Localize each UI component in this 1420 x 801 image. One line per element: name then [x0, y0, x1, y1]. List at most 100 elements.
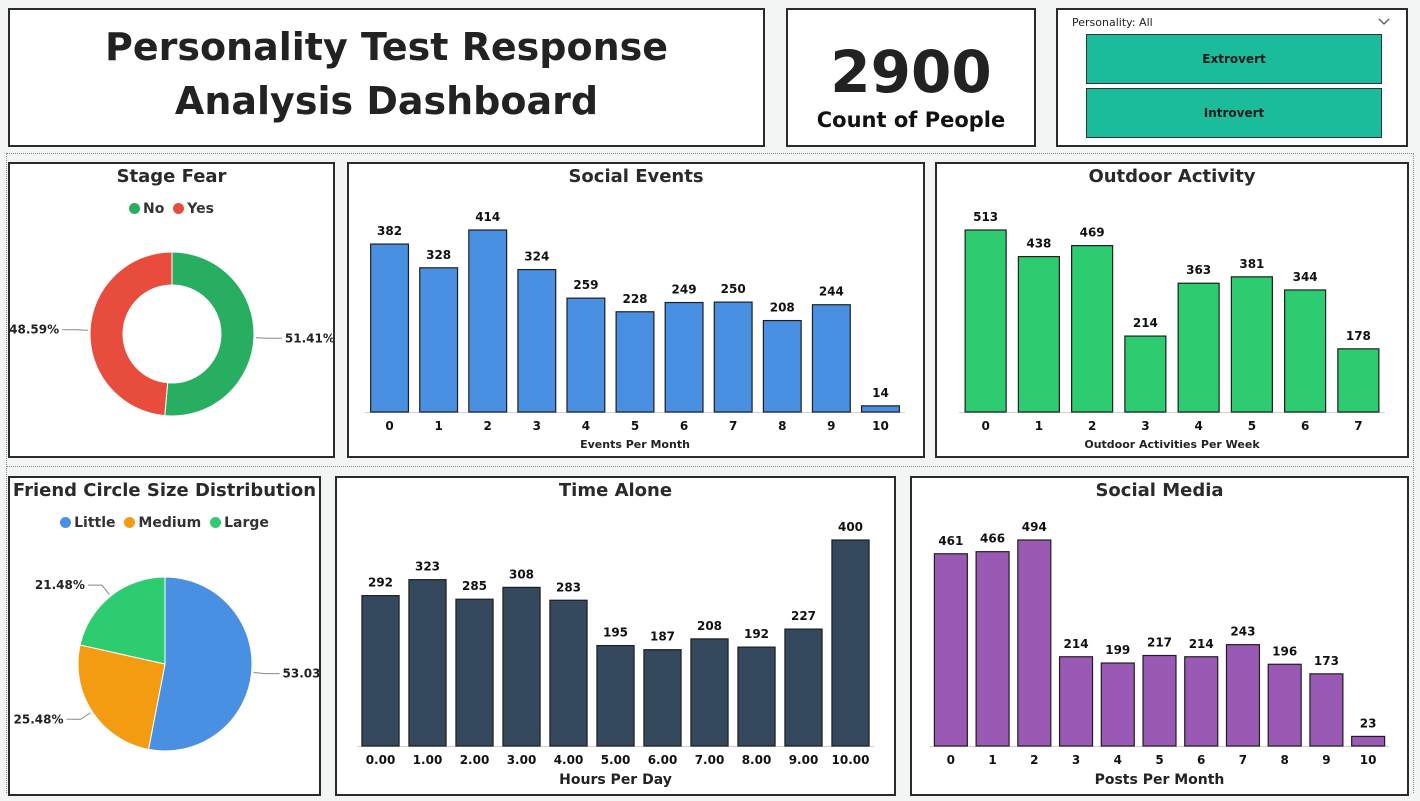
- social_events-tick-label: 0: [385, 419, 393, 433]
- outdoor_activity-bar[interactable]: [1284, 289, 1327, 413]
- time_alone-bar[interactable]: [361, 595, 400, 747]
- legend-item-medium[interactable]: Medium: [124, 515, 201, 531]
- slicer-option-introvert[interactable]: Introvert: [1086, 88, 1382, 138]
- social_events-bar[interactable]: [615, 311, 655, 413]
- social_events-bar[interactable]: [762, 319, 802, 413]
- time_alone-tick-label: 2.00: [460, 753, 490, 767]
- social_events-data-label: 244: [819, 285, 844, 299]
- time_alone-data-label: 323: [415, 560, 440, 574]
- social_events-bar[interactable]: [419, 267, 459, 413]
- friend_circle-slice-large[interactable]: [79, 576, 166, 665]
- social_media-bar[interactable]: [1184, 656, 1219, 747]
- social_events-tick-label: 6: [680, 419, 688, 433]
- stage_fear-slice-no[interactable]: [164, 251, 255, 417]
- outdoor_activity-tick-label: 1: [1035, 419, 1043, 433]
- outdoor_activity-bar[interactable]: [1337, 348, 1380, 413]
- social_events-bar[interactable]: [370, 243, 410, 413]
- stage-fear-title: Stage Fear: [116, 166, 227, 187]
- outdoor_activity-bar[interactable]: [1177, 282, 1220, 413]
- social_events-data-label: 228: [622, 292, 647, 306]
- kpi-count-value: 2900: [830, 38, 992, 106]
- time_alone-bar[interactable]: [784, 628, 823, 747]
- outdoor-activity-card: Outdoor Activity 513 0 438 1 469 2 214 3 363 4 381…: [935, 162, 1409, 458]
- time_alone-bar[interactable]: [643, 649, 682, 747]
- social_events-tick-label: 2: [484, 419, 492, 433]
- social_media-bar[interactable]: [1267, 663, 1302, 747]
- outdoor_activity-bar[interactable]: [1071, 245, 1114, 413]
- social_events-bar[interactable]: [811, 304, 851, 413]
- outdoor_activity-bar[interactable]: [964, 229, 1007, 413]
- social_media-tick-label: 3: [1072, 753, 1080, 767]
- time_alone-bar[interactable]: [549, 599, 588, 747]
- social_media-bar[interactable]: [1142, 654, 1177, 747]
- time_alone-data-label: 285: [462, 579, 487, 593]
- social_events-tick-label: 3: [533, 419, 541, 433]
- time_alone-bar[interactable]: [596, 644, 635, 747]
- social_media-bar[interactable]: [933, 553, 968, 747]
- time_alone-bar[interactable]: [408, 579, 447, 747]
- social-events-bar-chart: 382 0 328 1 414 2 324 3 259 4 228 5 249 6 250 7 208 8 244 9…: [365, 210, 905, 451]
- social_media-data-label: 214: [1189, 637, 1214, 651]
- friend_circle-leader-line: [253, 671, 280, 675]
- time_alone-bar[interactable]: [737, 646, 776, 747]
- time_alone-data-label: 192: [744, 627, 769, 641]
- social_events-bar[interactable]: [517, 268, 557, 413]
- legend-item-little[interactable]: Little: [60, 515, 116, 531]
- social_events-data-label: 382: [377, 224, 402, 238]
- time_alone-bar[interactable]: [831, 539, 870, 747]
- slicer-option-extrovert[interactable]: Extrovert: [1086, 34, 1382, 84]
- social_events-bar[interactable]: [713, 301, 753, 413]
- social_events-tick-label: 5: [631, 419, 639, 433]
- kpi-count-label: Count of People: [816, 108, 1006, 132]
- social_media-bar[interactable]: [975, 551, 1010, 747]
- social_media-bar[interactable]: [1058, 656, 1094, 747]
- social_media-bar[interactable]: [1351, 735, 1386, 747]
- legend-dot-little: [60, 517, 72, 528]
- outdoor_activity-tick-label: 4: [1194, 419, 1202, 433]
- time_alone-bar[interactable]: [502, 586, 541, 747]
- social_media-bar[interactable]: [1017, 539, 1052, 747]
- legend-item-large[interactable]: Large: [210, 515, 269, 531]
- legend-label-no: No: [143, 201, 165, 217]
- outdoor-activity-bar-chart: 51304381469221433634381534461787Outdoor …: [959, 210, 1385, 451]
- outdoor_activity-bar[interactable]: [1124, 335, 1167, 413]
- time_alone-tick-label: 1.00: [413, 753, 443, 767]
- social_media-bar[interactable]: [1100, 662, 1135, 747]
- social_media-bar[interactable]: [1309, 673, 1344, 747]
- outdoor-activity-title: Outdoor Activity: [1088, 166, 1256, 187]
- social_media-data-label: 461: [938, 534, 963, 548]
- social_events-data-label: 324: [524, 250, 549, 264]
- legend-item-no[interactable]: No: [129, 201, 164, 217]
- social_media-tick-label: 10: [1360, 753, 1377, 767]
- legend-dot-no: [129, 203, 141, 214]
- legend-item-yes[interactable]: Yes: [173, 201, 214, 217]
- social_events-bar[interactable]: [468, 229, 508, 413]
- friend_circle-slice-medium[interactable]: [77, 644, 166, 751]
- outdoor_activity-bar[interactable]: [1230, 276, 1273, 413]
- time_alone-data-label: 400: [838, 520, 863, 534]
- social_media-tick-label: 4: [1114, 753, 1122, 767]
- outdoor_activity-x-axis-label: Outdoor Activities Per Week: [1084, 438, 1260, 451]
- social_events-bar[interactable]: [860, 405, 900, 413]
- legend-dot-large: [210, 517, 222, 528]
- social_events-tick-label: 9: [827, 419, 835, 433]
- friend_circle-slice-little[interactable]: [147, 576, 253, 752]
- outdoor_activity-data-label: 438: [1026, 237, 1051, 251]
- time_alone-data-label: 187: [650, 630, 675, 644]
- time_alone-data-label: 208: [697, 619, 722, 633]
- social_events-tick-label: 7: [729, 419, 737, 433]
- social_events-bar[interactable]: [664, 301, 704, 413]
- stage_fear-slice-yes[interactable]: [89, 251, 173, 417]
- social_media-tick-label: 8: [1281, 753, 1289, 767]
- page-title: Personality Test Response Analysis Dashb…: [104, 25, 669, 123]
- outdoor_activity-bar[interactable]: [1017, 256, 1060, 413]
- chevron-down-icon[interactable]: [1378, 16, 1390, 26]
- outdoor_activity-data-label: 363: [1186, 263, 1211, 277]
- time_alone-bar[interactable]: [455, 598, 494, 747]
- social_events-bar[interactable]: [566, 297, 606, 413]
- social_media-bar[interactable]: [1225, 644, 1261, 747]
- social_events-tick-label: 4: [582, 419, 590, 433]
- time_alone-bar[interactable]: [690, 638, 729, 747]
- stage-fear-donut-chart: 51.41% 48.59%: [10, 251, 333, 417]
- time-alone-bar-chart: 292 0.00 323 1.00 285 2.00 308 3.00 283 4.00 195 5.…: [357, 520, 874, 788]
